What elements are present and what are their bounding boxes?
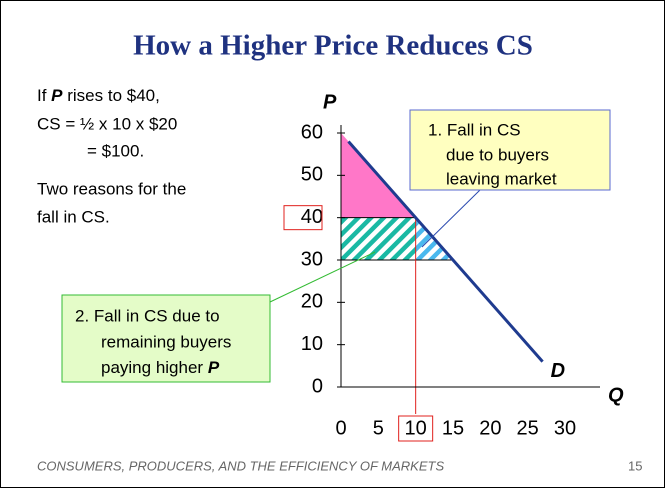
callout-pointer: [269, 251, 376, 303]
text: If: [37, 86, 51, 105]
slide-title: How a Higher Price Reduces CS: [133, 30, 533, 62]
y-tick-label: 10: [301, 333, 323, 355]
page-number: 15: [628, 458, 642, 473]
legend-label: D: [551, 360, 565, 382]
text: P: [208, 358, 220, 377]
x-tick-label: 15: [442, 417, 464, 439]
y-axis-label: P: [323, 91, 337, 113]
callout-text: 2. Fall in CS due to: [75, 306, 220, 325]
price-highlight: [283, 205, 323, 231]
body-text: = $100.: [87, 141, 144, 160]
body-text: If P rises to $40,: [37, 86, 160, 105]
x-tick-label: 10: [405, 417, 427, 439]
callout-text: remaining buyers: [101, 332, 231, 351]
body-text: CS = ½ x 10 x $20: [37, 114, 177, 133]
callout-text: paying higher P: [101, 358, 220, 377]
body-text: fall in CS.: [37, 207, 110, 226]
plot: D 0 10 20 30 40 50 60 0 5 10 15 20 25 30 P Q: [283, 91, 624, 442]
y-tick-label: 50: [301, 164, 323, 186]
demand-line: [347, 140, 544, 363]
x-tick-label: 5: [373, 417, 384, 439]
text: paying higher: [101, 358, 208, 377]
x-tick-label: 30: [554, 417, 576, 439]
x-tick-label: 25: [517, 417, 539, 439]
x-tick-label: 20: [479, 417, 501, 439]
y-tick-label: 40: [301, 206, 323, 228]
footer: CONSUMERS, PRODUCERS, AND THE EFFICIENCY…: [37, 458, 444, 473]
callout-box: [61, 294, 271, 383]
quantity-highlight: [398, 415, 434, 442]
callout-text: due to buyers: [446, 145, 549, 164]
callout-text: 1. Fall in CS: [428, 120, 521, 139]
body-text: Two reasons for the: [37, 179, 186, 198]
text: P: [51, 86, 63, 105]
y-tick-label: 0: [312, 375, 323, 397]
callout-text: leaving market: [446, 169, 557, 188]
lost-surplus-remaining-buyers: [341, 217, 416, 260]
y-tick-label: 60: [301, 121, 323, 143]
callout-box: [409, 109, 611, 191]
x-tick-label: 0: [335, 417, 346, 439]
text: rises to $40,: [63, 86, 160, 105]
callout-pointer: [421, 189, 481, 248]
x-axis-label: Q: [608, 384, 624, 406]
y-tick-label: 20: [301, 291, 323, 313]
y-tick-label: 30: [301, 248, 323, 270]
